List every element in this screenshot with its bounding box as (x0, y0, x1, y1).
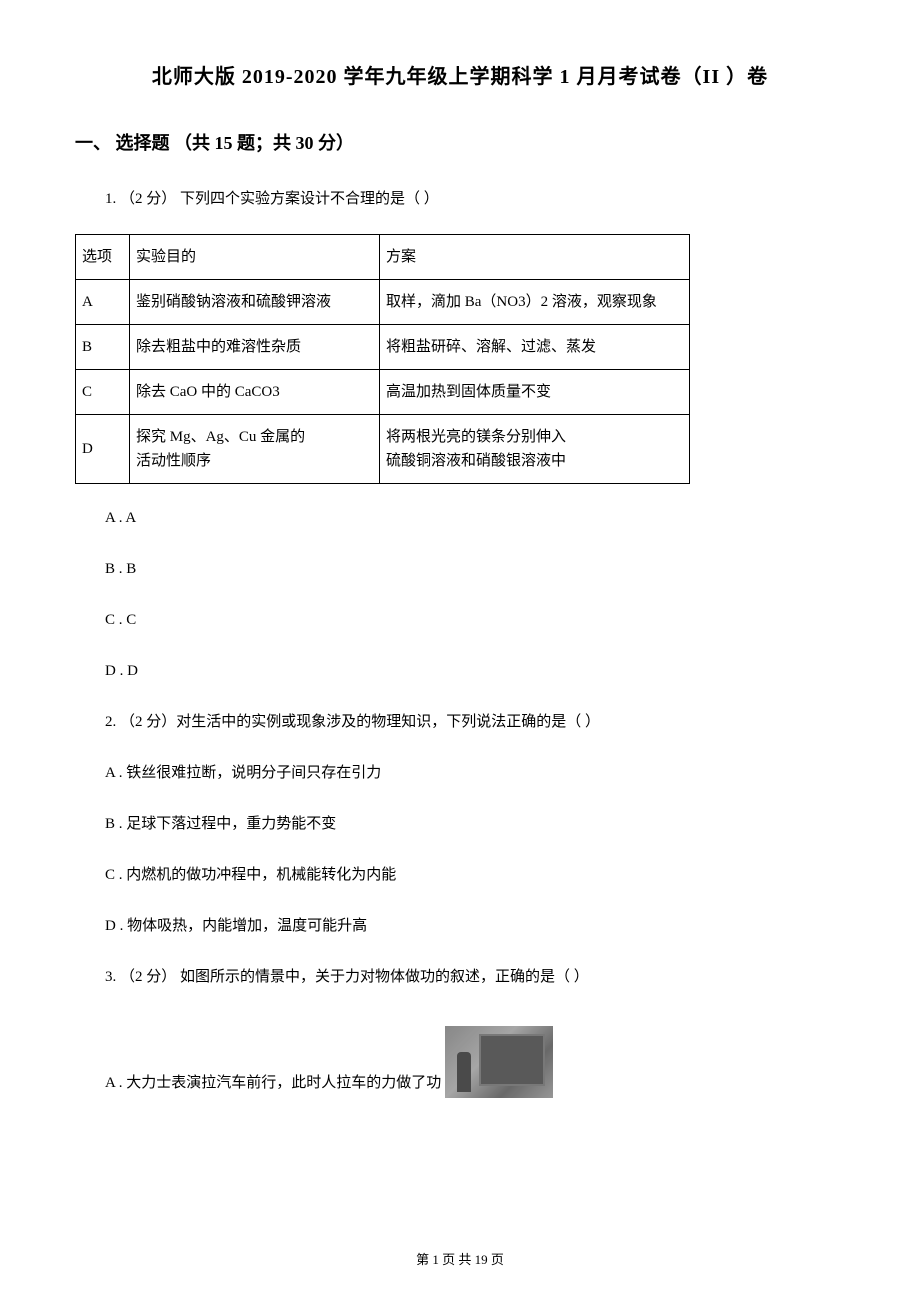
table-cell: 将粗盐研碎、溶解、过滤、蒸发 (380, 325, 690, 370)
table-cell: B (76, 325, 130, 370)
table-row: D 探究 Mg、Ag、Cu 金属的 活动性顺序 将两根光亮的镁条分别伸入 硫酸铜… (76, 415, 690, 484)
q1-options: A . A B . B C . C D . D (75, 502, 845, 688)
table-row: B 除去粗盐中的难溶性杂质 将粗盐研碎、溶解、过滤、蒸发 (76, 325, 690, 370)
option-b: B . B (75, 553, 845, 586)
table-row: C 除去 CaO 中的 CaCO3 高温加热到固体质量不变 (76, 370, 690, 415)
q2-options: A . 铁丝很难拉断，说明分子间只存在引力 B . 足球下落过程中，重力势能不变… (75, 757, 845, 943)
table-cell: A (76, 280, 130, 325)
table-cell: 探究 Mg、Ag、Cu 金属的 活动性顺序 (130, 415, 380, 484)
option-a: A . 铁丝很难拉断，说明分子间只存在引力 (75, 757, 845, 790)
option-c: C . C (75, 604, 845, 637)
section-heading: 一、 选择题 （共 15 题；共 30 分） (75, 129, 845, 155)
table-row: A 鉴别硝酸钠溶液和硫酸钾溶液 取样，滴加 Ba（NO3）2 溶液，观察现象 (76, 280, 690, 325)
cell-line: 硫酸铜溶液和硝酸银溶液中 (386, 449, 683, 473)
option-a: A . A (75, 502, 845, 535)
cell-line: 探究 Mg、Ag、Cu 金属的 (136, 425, 373, 449)
option-c: C . 内燃机的做功冲程中，机械能转化为内能 (75, 859, 845, 892)
table-row: 选项 实验目的 方案 (76, 235, 690, 280)
option-d: D . D (75, 655, 845, 688)
q1-stem: 1. （2 分） 下列四个实验方案设计不合理的是（ ） (75, 183, 845, 216)
table-cell: 取样，滴加 Ba（NO3）2 溶液，观察现象 (380, 280, 690, 325)
table-cell: D (76, 415, 130, 484)
cell-line: 将两根光亮的镁条分别伸入 (386, 425, 683, 449)
table-header-cell: 选项 (76, 235, 130, 280)
q3-option-row: A . 大力士表演拉汽车前行，此时人拉车的力做了功 (75, 1026, 845, 1098)
q2-stem: 2. （2 分）对生活中的实例或现象涉及的物理知识，下列说法正确的是（ ） (75, 706, 845, 739)
page-footer: 第 1 页 共 19 页 (0, 1249, 920, 1268)
table-cell: 将两根光亮的镁条分别伸入 硫酸铜溶液和硝酸银溶液中 (380, 415, 690, 484)
option-a: A . 大力士表演拉汽车前行，此时人拉车的力做了功 (75, 1071, 441, 1098)
option-b: B . 足球下落过程中，重力势能不变 (75, 808, 845, 841)
option-d: D . 物体吸热，内能增加，温度可能升高 (75, 910, 845, 943)
table-cell: 鉴别硝酸钠溶液和硫酸钾溶液 (130, 280, 380, 325)
table-cell: 除去 CaO 中的 CaCO3 (130, 370, 380, 415)
table-header-cell: 实验目的 (130, 235, 380, 280)
table-cell: 高温加热到固体质量不变 (380, 370, 690, 415)
q3-stem: 3. （2 分） 如图所示的情景中，关于力对物体做功的叙述，正确的是（ ） (75, 961, 845, 994)
table-cell: C (76, 370, 130, 415)
table-cell: 除去粗盐中的难溶性杂质 (130, 325, 380, 370)
q1-table: 选项 实验目的 方案 A 鉴别硝酸钠溶液和硫酸钾溶液 取样，滴加 Ba（NO3）… (75, 234, 690, 484)
table-header-cell: 方案 (380, 235, 690, 280)
exam-title: 北师大版 2019-2020 学年九年级上学期科学 1 月月考试卷（II ）卷 (75, 60, 845, 89)
q3-thumbnail-image (445, 1026, 553, 1098)
cell-line: 活动性顺序 (136, 449, 373, 473)
